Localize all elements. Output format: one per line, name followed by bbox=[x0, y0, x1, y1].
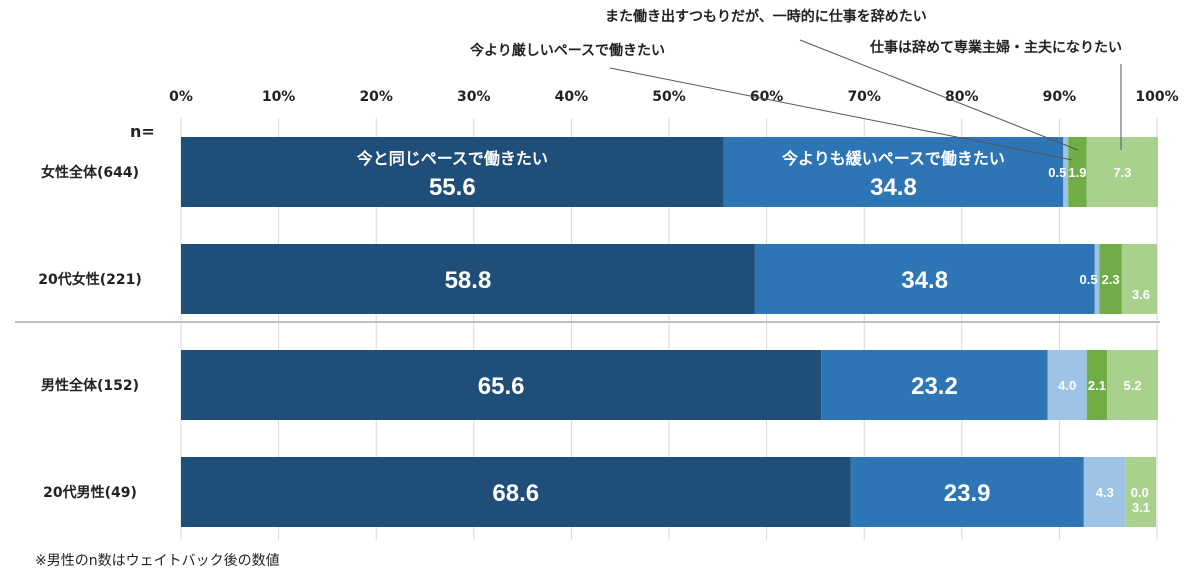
bar-segment bbox=[821, 350, 1048, 420]
series-callout: また働き出すつもりだが、一時的に仕事を辞めたい bbox=[605, 8, 927, 25]
x-tick-label: 10% bbox=[262, 89, 296, 105]
x-tick-label: 100% bbox=[1135, 89, 1178, 105]
data-label: 4.0 bbox=[1058, 378, 1076, 393]
x-tick-label: 30% bbox=[457, 89, 491, 105]
data-label: 0.5 bbox=[1079, 272, 1097, 287]
bar-segment bbox=[1125, 457, 1157, 527]
bar-segment bbox=[1094, 244, 1100, 314]
bar-segment bbox=[181, 350, 822, 420]
data-label: 65.6 bbox=[478, 373, 525, 400]
n-label: n= bbox=[130, 122, 155, 141]
bar-segment bbox=[723, 137, 1064, 207]
category-label: 女性全体(644) bbox=[41, 164, 139, 181]
x-tick-label: 90% bbox=[1043, 89, 1077, 105]
x-tick-label: 20% bbox=[359, 89, 393, 105]
bar-segment bbox=[1047, 350, 1087, 420]
data-label: 58.8 bbox=[445, 267, 492, 294]
footnote: ※男性のn数はウェイトバック後の数値 bbox=[35, 553, 280, 569]
bar-segment bbox=[1086, 137, 1158, 207]
series-name-label: 今と同じペースで働きたい bbox=[356, 149, 548, 168]
bar-segment bbox=[1086, 350, 1108, 420]
x-tick-label: 50% bbox=[652, 89, 686, 105]
data-label: 23.9 bbox=[944, 480, 991, 507]
data-label: 3.1 bbox=[1132, 500, 1150, 515]
data-label: 4.3 bbox=[1096, 485, 1114, 500]
series-name-label: 今よりも緩いペースで働きたい bbox=[781, 149, 1005, 168]
x-tick-label: 40% bbox=[555, 89, 589, 105]
bar-segment bbox=[850, 457, 1084, 527]
data-label: 0.5 bbox=[1048, 165, 1066, 180]
data-label: 2.1 bbox=[1088, 378, 1106, 393]
data-label: 3.6 bbox=[1132, 287, 1150, 302]
data-label: 34.8 bbox=[901, 267, 948, 294]
data-label: 34.8 bbox=[870, 174, 917, 201]
bar-segment bbox=[1083, 457, 1126, 527]
bar-segment bbox=[1107, 350, 1158, 420]
bar-segment bbox=[1063, 137, 1069, 207]
series-callout: 今より厳しいペースで働きたい bbox=[469, 42, 665, 59]
data-label: 1.9 bbox=[1068, 165, 1086, 180]
leader-line bbox=[609, 67, 1073, 161]
category-label: 20代男性(49) bbox=[43, 484, 137, 501]
data-label: 5.2 bbox=[1124, 378, 1142, 393]
bar-segment bbox=[1099, 244, 1122, 314]
data-label: 68.6 bbox=[492, 480, 539, 507]
x-tick-label: 80% bbox=[945, 89, 979, 105]
bar-segment bbox=[181, 244, 755, 314]
data-label: 0.0 bbox=[1131, 485, 1149, 500]
category-label: 20代女性(221) bbox=[38, 271, 142, 288]
x-tick-label: 0% bbox=[169, 89, 193, 105]
category-label: 男性全体(152) bbox=[41, 377, 139, 394]
data-label: 55.6 bbox=[429, 174, 476, 201]
data-label: 2.3 bbox=[1102, 272, 1120, 287]
bar-segment bbox=[1121, 244, 1157, 314]
series-callout: 仕事は辞めて専業主婦・主夫になりたい bbox=[869, 39, 1122, 56]
bar-segment bbox=[181, 137, 724, 207]
bar-segment bbox=[181, 457, 851, 527]
data-label: 23.2 bbox=[911, 373, 958, 400]
x-tick-label: 70% bbox=[847, 89, 881, 105]
bar-segment bbox=[1068, 137, 1087, 207]
leader-line bbox=[799, 39, 1079, 151]
data-label: 7.3 bbox=[1113, 165, 1131, 180]
bar-segment bbox=[754, 244, 1095, 314]
